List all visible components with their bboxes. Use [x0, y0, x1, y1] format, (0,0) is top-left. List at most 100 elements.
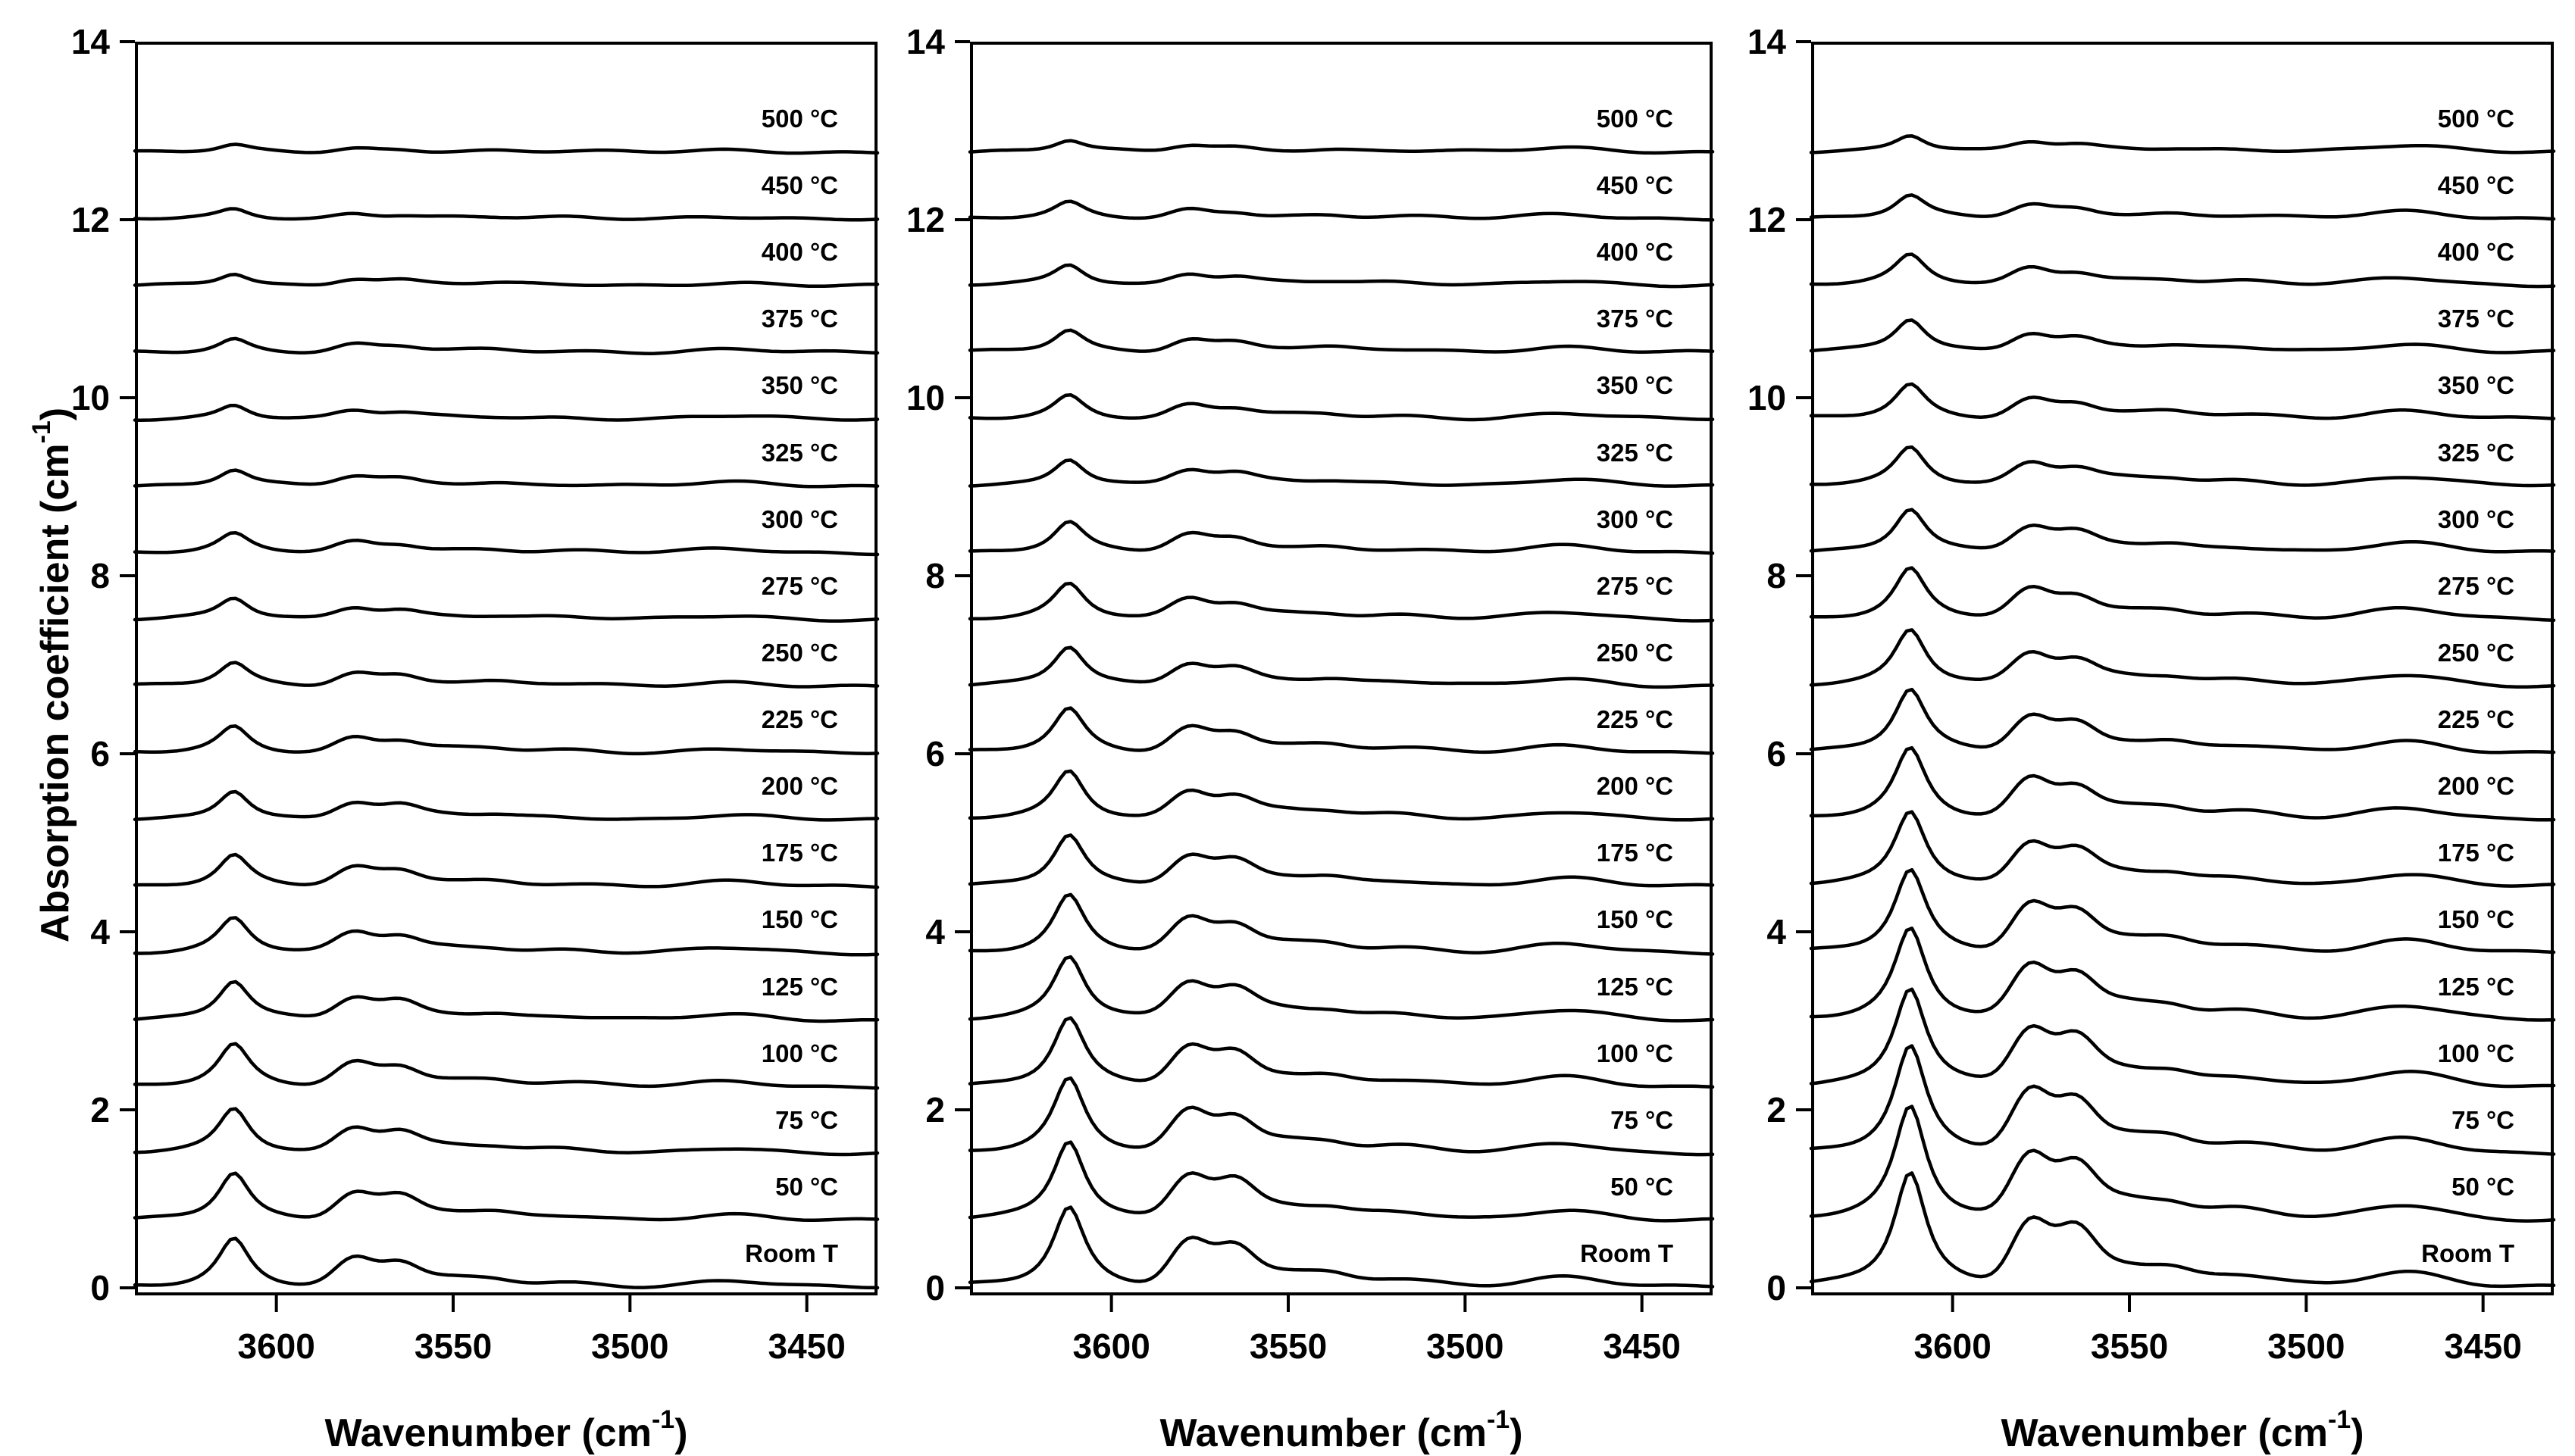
curve-label: 300 °C: [1596, 505, 1673, 533]
x-axis-title: Wavenumber (cm-1): [1811, 1405, 2554, 1456]
y-tick-label: 4: [925, 912, 945, 951]
x-tick-label: 3600: [1913, 1326, 1991, 1366]
curve-label: 125 °C: [2437, 972, 2514, 1001]
y-tick-label: 6: [90, 734, 110, 773]
curve-label: 325 °C: [2437, 438, 2514, 467]
spectrum-curve-200-c: [1809, 745, 2556, 822]
curve-label: 450 °C: [1596, 171, 1673, 199]
x-axis-title-superscript: -1: [651, 1404, 675, 1434]
curve-label: 325 °C: [761, 438, 838, 467]
spectrum-curve-125-c: [133, 980, 880, 1023]
curve-label: 400 °C: [1596, 238, 1673, 267]
curve-label: 275 °C: [1596, 571, 1673, 600]
spectrum-curve-400-c: [133, 273, 880, 289]
x-tick-label: 3500: [2267, 1326, 2345, 1366]
spectrum-curve-450-c: [1809, 193, 2556, 221]
curve-label: 350 °C: [1596, 371, 1673, 400]
y-tick-label: 10: [906, 378, 945, 417]
x-tick-label: 3600: [1072, 1326, 1150, 1366]
spectrum-curve-125-c: [1809, 926, 2556, 1022]
spectrum-curve-250-c: [1809, 628, 2556, 689]
spectrum-curve-75-c: [133, 1107, 880, 1157]
spectrum-curve-175-c: [133, 852, 880, 889]
spectrum-curve-175-c: [1809, 810, 2556, 888]
y-tick-label: 4: [1766, 912, 1786, 951]
spectrum-curve-350-c: [1809, 382, 2556, 420]
curve-label: 125 °C: [1596, 972, 1673, 1001]
spectrum-curve-275-c: [133, 596, 880, 623]
spectrum-curve-150-c: [1809, 867, 2556, 955]
spectrum-curve-225-c: [968, 706, 1715, 755]
spectrum-curve-500-c: [1809, 134, 2556, 155]
spectrum-curve-room-t: [968, 1205, 1715, 1289]
spectrum-curve-500-c: [968, 139, 1715, 155]
x-tick-label: 3550: [1249, 1326, 1328, 1366]
y-tick-label: 6: [1766, 734, 1786, 773]
curve-label: 500 °C: [1596, 104, 1673, 133]
curve-label: 50 °C: [1610, 1172, 1673, 1201]
curve-label: 325 °C: [1596, 438, 1673, 467]
y-tick-label: 2: [1766, 1090, 1786, 1129]
chart-panel-2: [955, 40, 1715, 1312]
curve-label: 250 °C: [1596, 638, 1673, 667]
y-tick-label: 2: [90, 1090, 110, 1129]
axis-frame: [970, 42, 1713, 1295]
spectrum-curve-225-c: [133, 724, 880, 756]
spectrum-curve-250-c: [133, 661, 880, 689]
spectrum-curve-375-c: [1809, 318, 2556, 355]
y-axis-title-superscript: -1: [27, 420, 56, 444]
spectrum-curve-450-c: [968, 199, 1715, 222]
y-tick-label: 14: [70, 22, 110, 61]
x-axis-title: Wavenumber (cm-1): [135, 1405, 878, 1456]
curve-label: 375 °C: [1596, 305, 1673, 333]
axis-frame: [1811, 42, 2554, 1295]
curve-label: 275 °C: [2437, 571, 2514, 600]
curve-label: 500 °C: [2437, 104, 2514, 133]
spectrum-curve-100-c: [1809, 987, 2556, 1089]
curve-label: 400 °C: [2437, 238, 2514, 267]
spectrum-curve-325-c: [1809, 445, 2556, 488]
spectrum-curve-75-c: [968, 1076, 1715, 1157]
x-tick-label: 3500: [591, 1326, 669, 1366]
spectrum-curve-200-c: [133, 789, 880, 822]
curve-label: 75 °C: [2451, 1105, 2514, 1134]
y-tick-label: 12: [70, 200, 110, 239]
curve-label: 375 °C: [2437, 305, 2514, 333]
x-axis-title: Wavenumber (cm-1): [970, 1405, 1713, 1456]
y-axis-title: Absorption coefficient (cm-1): [18, 402, 77, 948]
chart-panel-3: [1796, 40, 2556, 1312]
spectrum-curve-room-t: [1809, 1171, 2556, 1289]
curve-label: 375 °C: [761, 305, 838, 333]
x-tick-label: 3450: [2444, 1326, 2522, 1366]
curve-label: 250 °C: [2437, 638, 2514, 667]
curve-label: 350 °C: [2437, 371, 2514, 400]
y-tick-label: 14: [1747, 22, 1786, 61]
y-tick-label: 0: [925, 1268, 945, 1308]
spectrum-curve-100-c: [968, 1016, 1715, 1089]
spectrum-curve-50-c: [1809, 1104, 2556, 1223]
curve-label: 75 °C: [1610, 1105, 1673, 1134]
spectrum-curve-275-c: [968, 581, 1715, 623]
spectrum-curve-400-c: [1809, 252, 2556, 289]
spectrum-curve-300-c: [1809, 508, 2556, 554]
curve-label: 50 °C: [2451, 1172, 2514, 1201]
spectrum-curve-450-c: [133, 207, 880, 222]
spectrum-curve-250-c: [968, 645, 1715, 689]
spectrum-curve-room-t: [133, 1236, 880, 1290]
x-axis-title-superscript: -1: [1486, 1404, 1510, 1434]
curve-label: 50 °C: [775, 1172, 838, 1201]
spectrum-curve-150-c: [968, 892, 1715, 956]
spectrum-curve-225-c: [1809, 687, 2556, 755]
curve-label: 225 °C: [761, 705, 838, 733]
y-tick-label: 8: [925, 556, 945, 595]
x-axis-title-superscript: -1: [2327, 1404, 2351, 1434]
x-tick-label: 3450: [1603, 1326, 1681, 1366]
spectrum-curve-275-c: [1809, 566, 2556, 622]
curve-label: Room T: [745, 1239, 838, 1267]
curve-label: 400 °C: [761, 238, 838, 267]
curve-label: 100 °C: [761, 1039, 838, 1067]
curve-label: 175 °C: [1596, 839, 1673, 867]
spectrum-curve-325-c: [133, 468, 880, 489]
spectrum-curve-200-c: [968, 769, 1715, 822]
spectrum-curve-150-c: [133, 916, 880, 957]
